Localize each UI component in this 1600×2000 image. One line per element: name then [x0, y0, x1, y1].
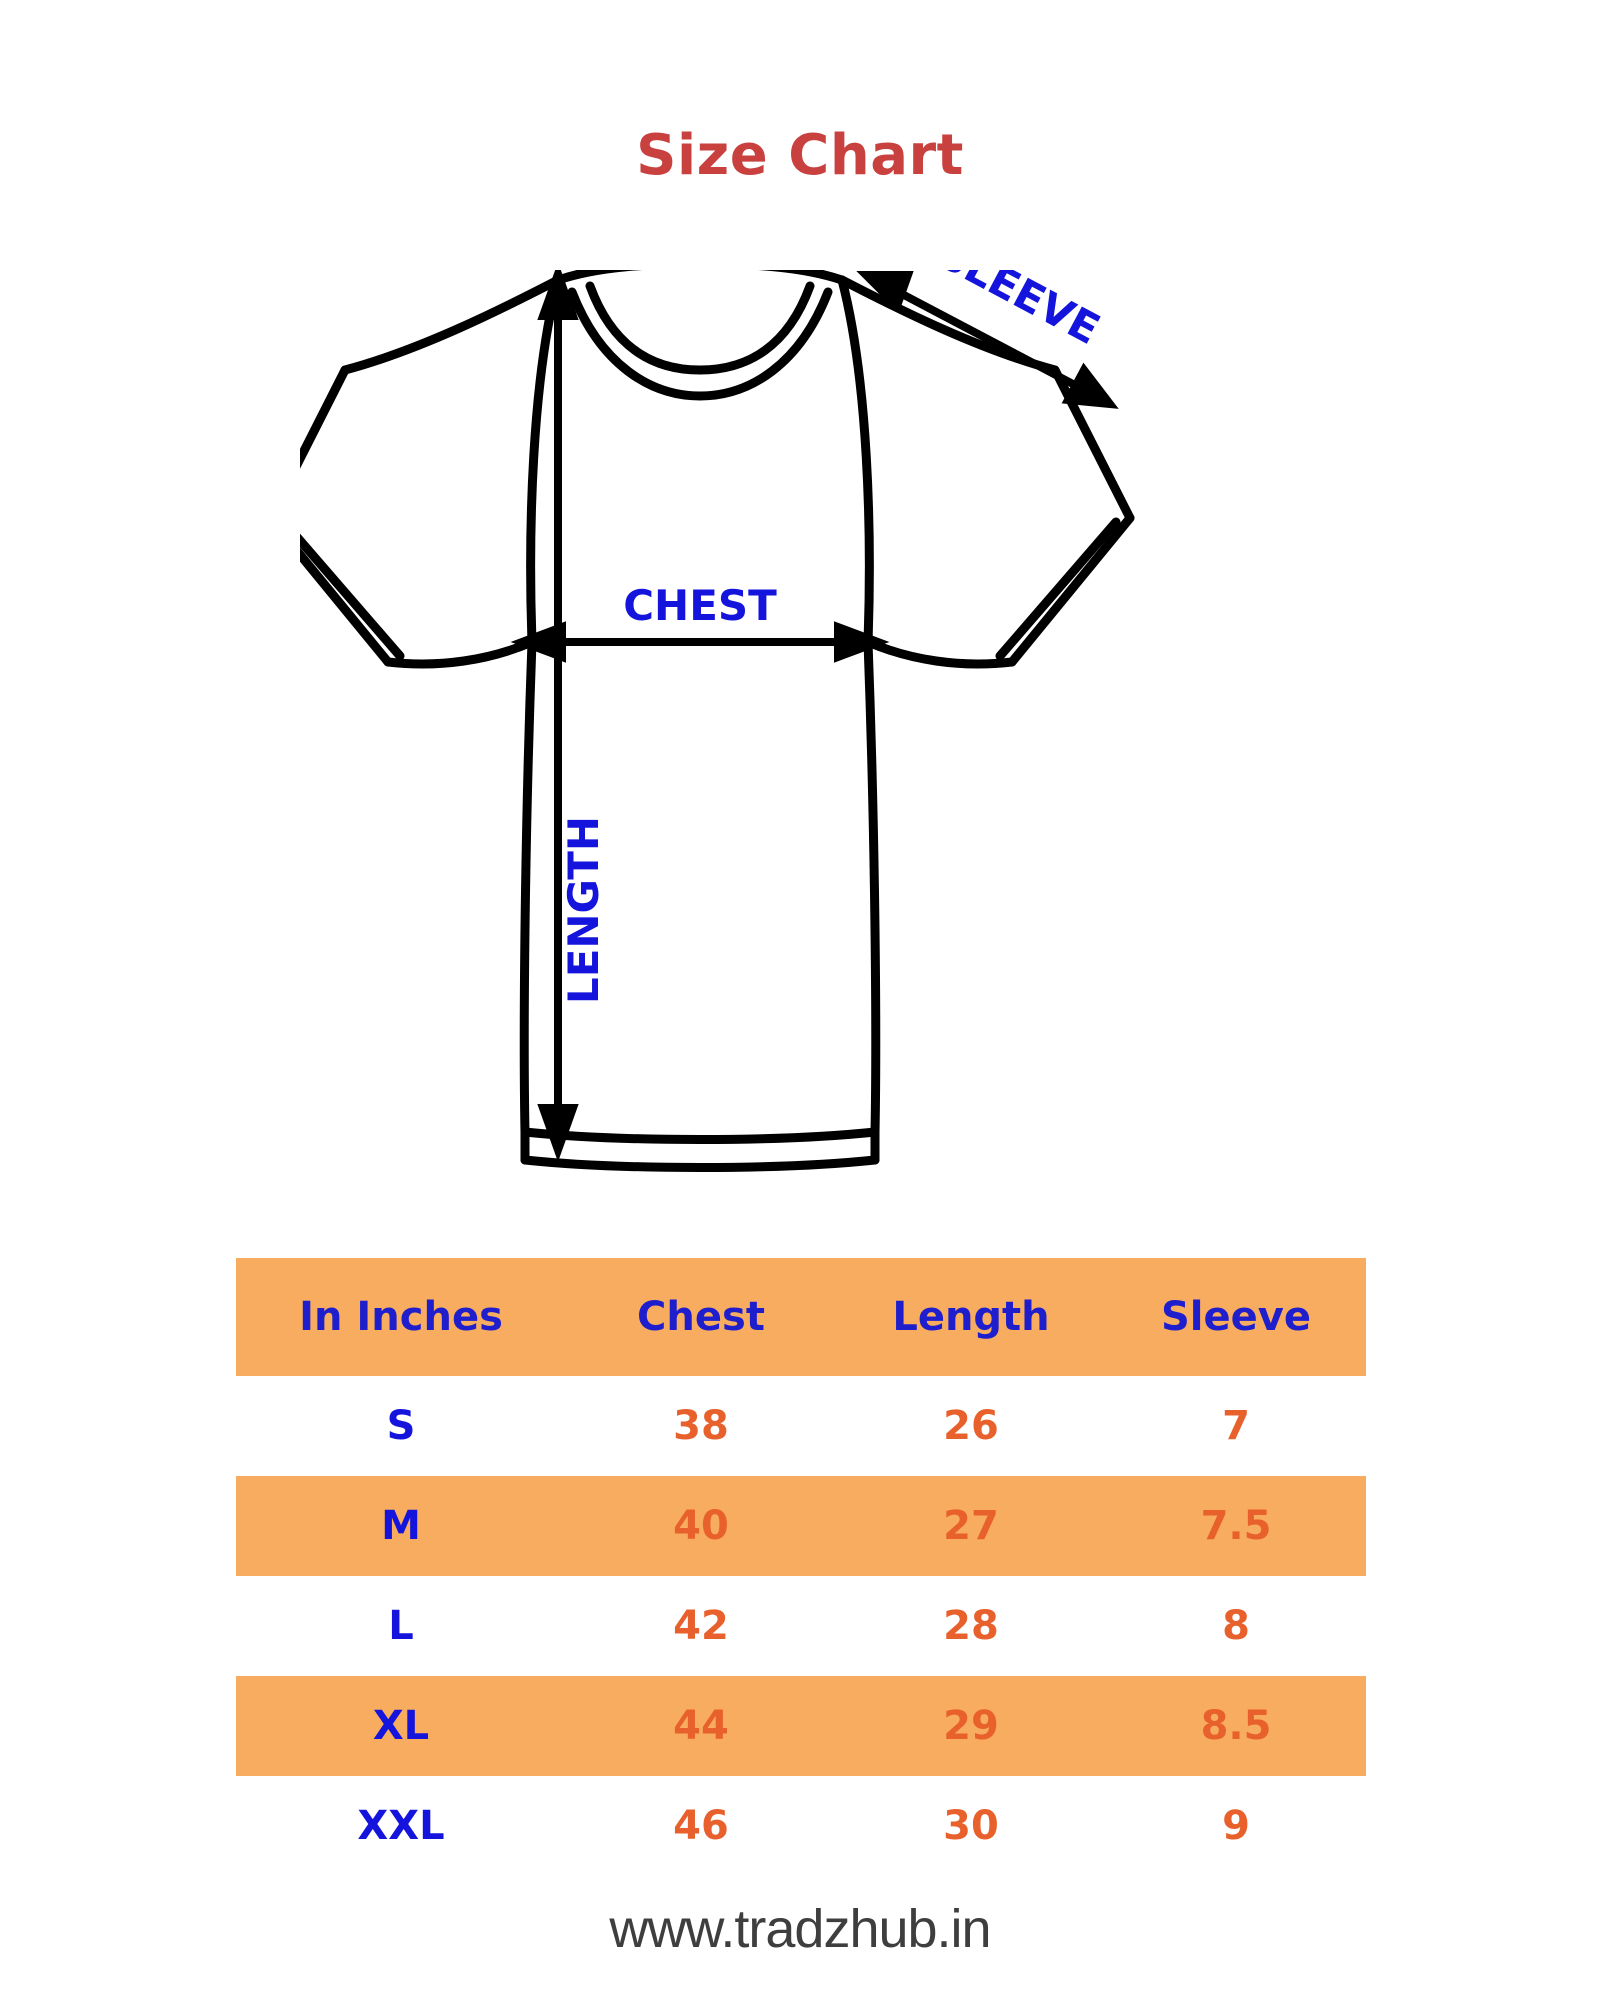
cell-sleeve: 9 [1222, 1803, 1250, 1849]
cell-sleeve: 8 [1222, 1603, 1250, 1649]
column-header-length: Length [892, 1294, 1050, 1340]
cell-sleeve: 7.5 [1200, 1503, 1272, 1549]
cell-chest: 38 [673, 1403, 729, 1449]
table-row: XXL 46 30 9 [236, 1776, 1366, 1876]
website-footer: www.tradzhub.in [609, 1899, 991, 1959]
cell-length: 27 [943, 1503, 999, 1549]
table-row: M 40 27 7.5 [236, 1476, 1366, 1576]
column-header-sleeve: Sleeve [1161, 1294, 1311, 1340]
cell-length: 26 [943, 1403, 999, 1449]
column-header-in-inches: In Inches [299, 1294, 503, 1340]
cell-length: 30 [943, 1803, 999, 1849]
sleeve-label: SLEEVE [930, 270, 1108, 354]
chest-arrow [510, 621, 890, 663]
cell-sleeve: 7 [1222, 1403, 1250, 1449]
cell-chest: 44 [673, 1703, 729, 1749]
tshirt-diagram: CHEST LENGTH SLEEVE [300, 270, 1300, 1230]
cell-size: M [381, 1503, 421, 1549]
cell-size: L [388, 1603, 414, 1649]
cell-size: XXL [357, 1803, 445, 1849]
tshirt-outline [300, 270, 1135, 1172]
table-header-row: In Inches Chest Length Sleeve [236, 1258, 1366, 1376]
table-row: XL 44 29 8.5 [236, 1676, 1366, 1776]
table-row: L 42 28 8 [236, 1576, 1366, 1676]
cell-sleeve: 8.5 [1200, 1703, 1272, 1749]
length-arrow [537, 270, 579, 1162]
sleeve-arrow [856, 271, 1119, 409]
table-row: S 38 26 7 [236, 1376, 1366, 1476]
length-label: LENGTH [559, 816, 608, 1004]
chest-label: CHEST [623, 581, 777, 630]
cell-size: S [386, 1403, 416, 1449]
cell-chest: 42 [673, 1603, 729, 1649]
table-header: In Inches Chest Length Sleeve [236, 1258, 1366, 1376]
cell-size: XL [372, 1703, 430, 1749]
cell-chest: 46 [673, 1803, 729, 1849]
column-header-chest: Chest [637, 1294, 765, 1340]
cell-chest: 40 [673, 1503, 729, 1549]
size-table: In Inches Chest Length Sleeve S 38 26 7 … [236, 1258, 1366, 1876]
table-body: S 38 26 7 M 40 27 7.5 L 42 28 8 XL 44 29 [236, 1376, 1366, 1876]
cell-length: 29 [943, 1703, 999, 1749]
page-title: Size Chart [636, 123, 964, 188]
cell-length: 28 [943, 1603, 999, 1649]
